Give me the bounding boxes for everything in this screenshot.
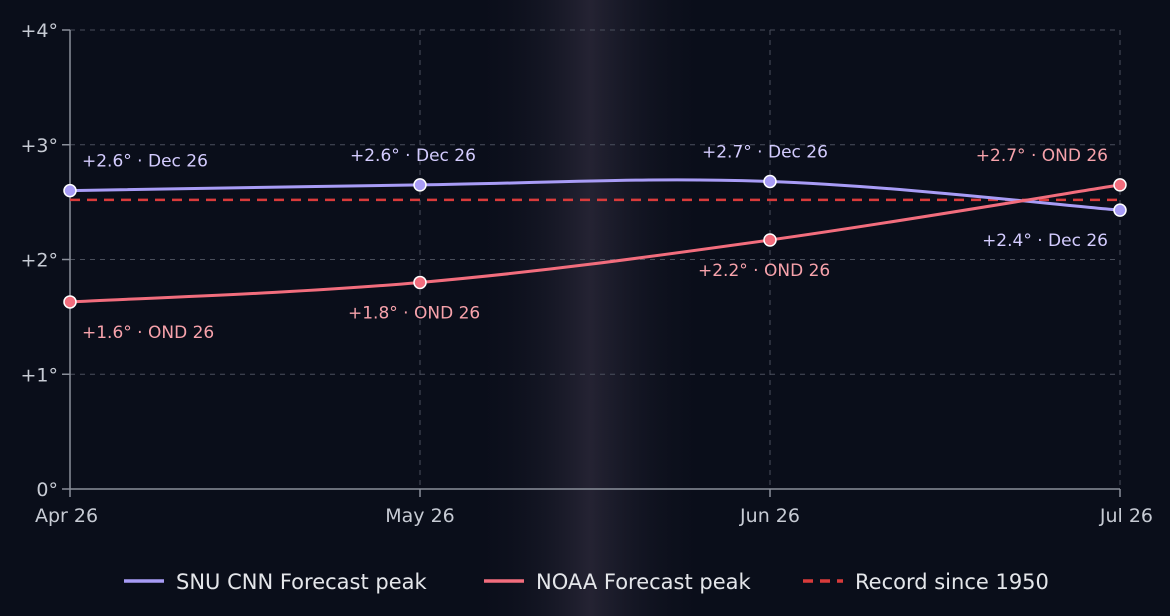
series-0-point [413, 178, 427, 192]
series-0-data-label: +2.6° · Dec 26 [82, 152, 208, 172]
series-1-point [1113, 178, 1127, 192]
series-1-point [763, 233, 777, 247]
series-0-data-label: +2.6° · Dec 26 [350, 146, 476, 166]
axes: 0° +1° +2° +3° +4° Apr 26 May 26 Jun 26 Jul 26 [20, 20, 1153, 527]
series-0-data-label: +2.4° · Dec 26 [982, 231, 1108, 251]
series-1-point [413, 275, 427, 290]
series-0-point [63, 183, 77, 198]
legend: SNU CNN Forecast peak NOAA Forecast peak R… [124, 570, 1049, 594]
series-1-data-label: +1.8° · OND 26 [348, 303, 480, 323]
x-tick-label: Apr 26 [35, 505, 98, 527]
legend-record-label: Record since 1950 [855, 570, 1049, 594]
y-tick-label: +1° [20, 364, 58, 386]
series-line-0 [69, 178, 1121, 212]
background-glow [470, 0, 710, 616]
y-tick-label: +2° [20, 250, 58, 272]
series-1-data-label: +2.7° · OND 26 [976, 146, 1108, 166]
series-1-data-label: +1.6° · OND 26 [82, 323, 214, 343]
series-layer: +2.6° · Dec 26 +2.6° · Dec 26 +2.7° · Dec … [63, 142, 1127, 343]
x-tick-label: Jun 26 [739, 505, 800, 527]
legend-snu-cnn-label: SNU CNN Forecast peak [176, 570, 427, 594]
grid [70, 29, 1121, 489]
y-tick-label: 0° [36, 479, 58, 501]
series-0-point [1113, 203, 1127, 217]
series-1-data-label: +2.2° · OND 26 [698, 261, 830, 281]
x-tick-label: May 26 [385, 505, 455, 527]
series-1-point [63, 295, 77, 309]
series-0-point [763, 174, 777, 189]
series-0-data-label: +2.7° · Dec 26 [702, 142, 828, 162]
legend-noaa-label: NOAA Forecast peak [536, 570, 752, 594]
y-tick-label: +3° [20, 135, 58, 157]
y-tick-label: +4° [20, 20, 58, 42]
series-line-1 [69, 183, 1121, 304]
x-tick-label: Jul 26 [1099, 505, 1153, 527]
